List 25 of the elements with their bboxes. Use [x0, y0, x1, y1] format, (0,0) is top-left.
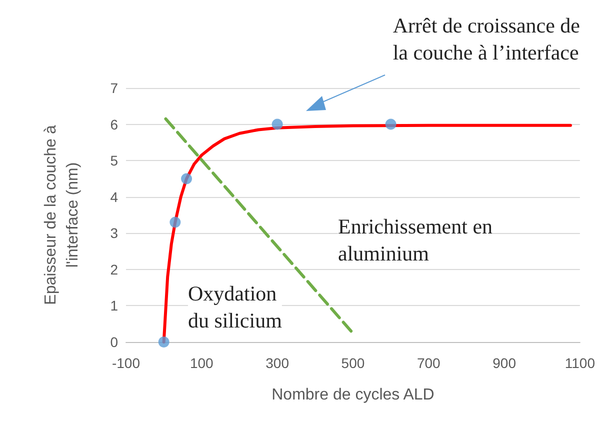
point	[385, 118, 396, 130]
x-tick-label: 700	[416, 355, 441, 371]
y-tick-label: 6	[110, 116, 118, 132]
point	[170, 216, 181, 228]
y-tick-label: 5	[110, 152, 118, 169]
x-tick-label: 300	[266, 355, 290, 371]
text: Arrêt de croissance de la couche à l’interface	[392, 14, 580, 64]
y-axis-title: Epaisseur de la couche à l'interface (nm)	[42, 125, 82, 305]
point	[181, 173, 192, 184]
x-tick-label: 1100	[564, 355, 596, 371]
y-tick-label: 7	[110, 80, 118, 96]
point	[158, 336, 170, 348]
annotation: Oxydation du silicium	[188, 282, 282, 332]
x-tick-label: 500	[341, 355, 365, 371]
y-tick-label: 4	[110, 188, 118, 205]
y-tick-label: 3	[110, 225, 118, 242]
point	[272, 118, 283, 130]
y-tick-label: 0	[110, 334, 118, 350]
x-tick-label: 900	[492, 355, 516, 371]
x-axis-title: Nombre de cycles ALD	[272, 386, 434, 404]
annotation: Enrichissement en aluminium	[338, 214, 494, 266]
x-tick-label: -100	[112, 355, 140, 371]
y-tick-label: 2	[110, 261, 118, 278]
y-tick-label: 1	[110, 298, 118, 314]
x-tick-label: 100	[190, 355, 214, 371]
